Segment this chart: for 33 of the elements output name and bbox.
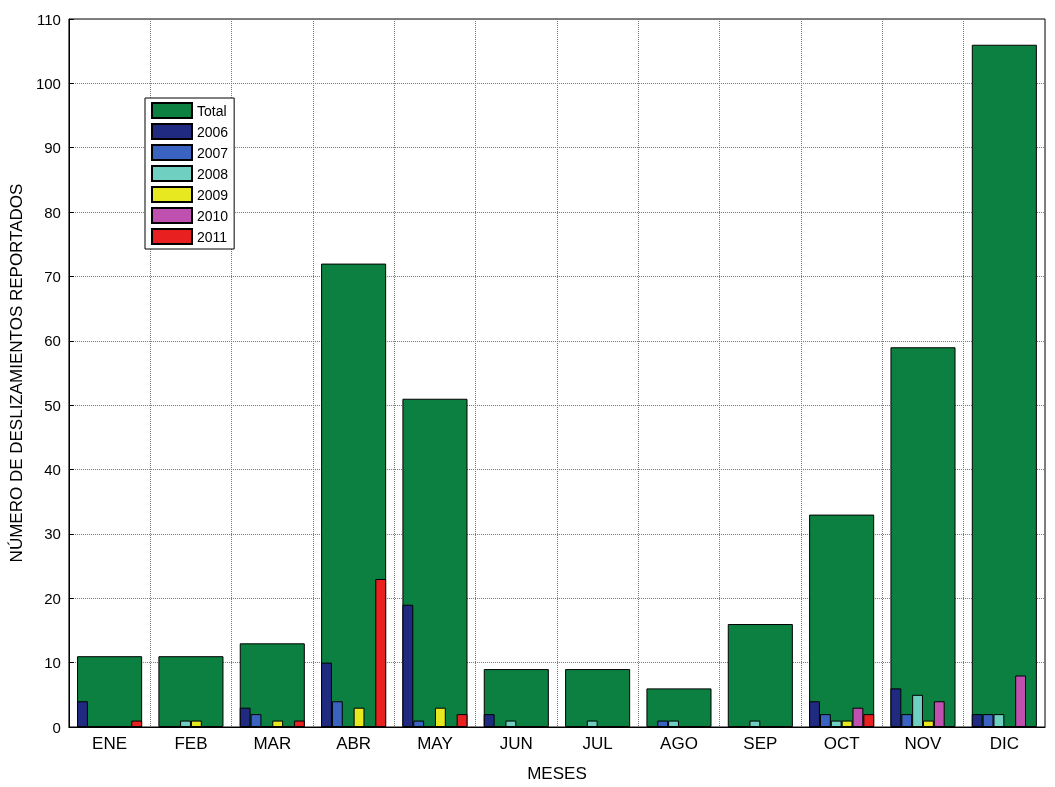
- x-tick-label: FEB: [174, 734, 208, 753]
- x-tick-label: MAY: [417, 734, 453, 753]
- y-tick-label: 70: [44, 267, 61, 285]
- x-tick-label: NOV: [904, 734, 943, 753]
- x-tick-label: AGO: [660, 734, 698, 753]
- legend-label: 2006: [197, 123, 229, 140]
- y-tick-label: 10: [44, 654, 61, 672]
- y-tick-label: 90: [44, 139, 61, 157]
- legend-label: Total: [197, 102, 227, 119]
- y-tick-label: 0: [52, 718, 61, 736]
- x-tick-label: MAR: [253, 734, 292, 753]
- x-tick-label: JUN: [499, 734, 533, 753]
- y-axis-title: NÚMERO DE DESLIZAMIENTOS REPORTADOS: [7, 183, 26, 563]
- x-tick-label: ABR: [336, 734, 372, 753]
- x-axis-title: MESES: [527, 764, 587, 783]
- legend-label: 2010: [197, 207, 229, 224]
- y-tick-label: 40: [44, 461, 61, 479]
- x-tick-label: SEP: [743, 734, 778, 753]
- y-tick-label: 50: [44, 396, 61, 414]
- x-tick-label: ENE: [92, 734, 128, 753]
- y-tick-label: 80: [44, 203, 61, 221]
- y-tick-label: 110: [37, 10, 61, 28]
- legend-label: 2009: [197, 186, 229, 203]
- legend-label: 2007: [197, 144, 229, 161]
- y-tick-label: 30: [44, 525, 61, 543]
- y-tick-label: 60: [44, 332, 61, 350]
- legend-label: 2008: [197, 165, 229, 182]
- y-tick-label: 20: [44, 589, 61, 607]
- x-tick-label: DIC: [989, 734, 1019, 753]
- legend-label: 2011: [197, 228, 228, 245]
- x-tick-label: OCT: [823, 734, 860, 753]
- y-tick-label: 100: [35, 74, 61, 92]
- x-tick-label: JUL: [582, 734, 613, 753]
